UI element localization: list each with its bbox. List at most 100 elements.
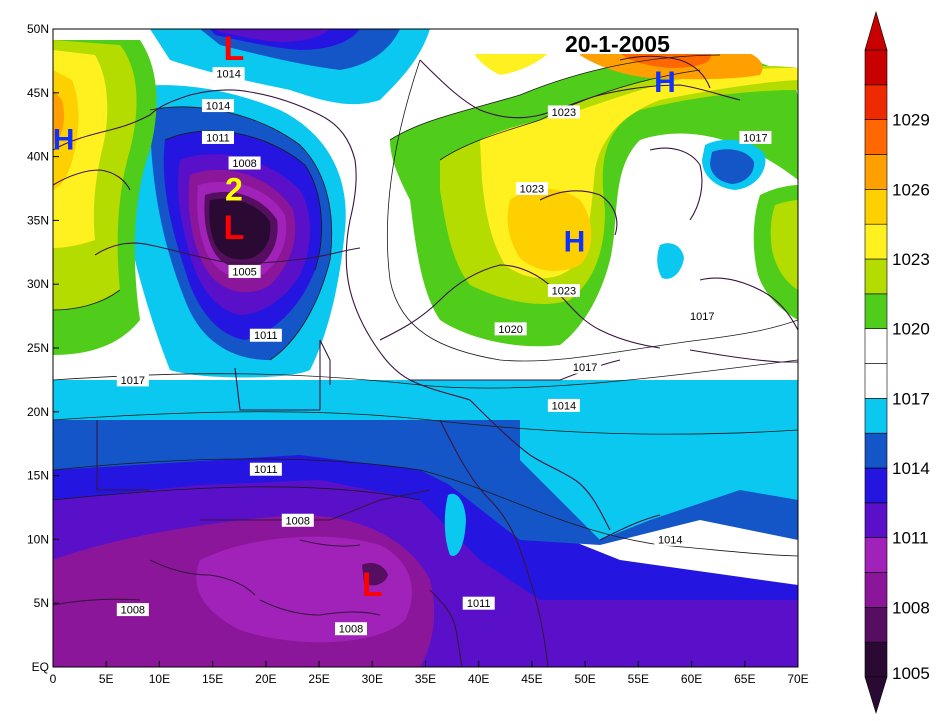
colorbar-segment <box>864 189 888 225</box>
y-tick-label: 40N <box>27 150 49 164</box>
x-axis: 0 5E 10E 15E 20E 25E 30E 35E 40E 45E 50E 55E 60E 65E 7… <box>50 661 809 686</box>
x-tick-label: 60E <box>681 672 702 686</box>
field-nw-high-center <box>53 90 65 145</box>
colorbar-segment <box>864 607 888 643</box>
field-ne-high-core2 <box>507 188 592 271</box>
colorbar-label: 1005 <box>892 664 930 683</box>
contour-label-bg <box>116 603 149 617</box>
x-tick-label: 15E <box>202 672 223 686</box>
colorbar: 1005 1008 1011 1014 1017 1020 1023 1026 1029 <box>864 10 930 715</box>
field-east-high-core <box>770 200 798 290</box>
colorbar-segment <box>864 398 888 434</box>
contour-label: 1023 <box>552 107 576 119</box>
x-tick-label: 20E <box>255 672 276 686</box>
colorbar-segment <box>864 223 888 260</box>
contour-label-bg <box>569 360 602 374</box>
colorbar-label: 1011 <box>892 529 929 548</box>
contour-label: 1008 <box>286 515 310 527</box>
system-number-marker: 2 <box>225 172 243 208</box>
contour-label-bg <box>494 322 527 336</box>
x-tick-label: 10E <box>149 672 170 686</box>
pressure-systems: L L L H H H 2 <box>53 30 676 604</box>
colorbar-label: 1008 <box>892 598 930 617</box>
contour-label-bg <box>201 99 234 113</box>
contour-labels: 1014 1014 1011 1008 1005 1011 1017 1011 1008 1008… <box>116 67 772 636</box>
contour-label: 1011 <box>467 598 491 610</box>
colorbar-segment <box>864 84 888 120</box>
y-tick-label: 30N <box>27 277 49 291</box>
field-small-cyan-3 <box>524 428 538 458</box>
field-low-small <box>362 563 388 586</box>
colorbar-segment <box>864 641 888 678</box>
contour-label-bg <box>228 264 261 278</box>
y-tick-label: 20N <box>27 405 49 419</box>
x-tick-label: 70E <box>787 672 808 686</box>
colorbar-label: 1014 <box>892 459 930 478</box>
low-pressure-marker: L <box>362 566 383 604</box>
contour-label: 1014 <box>216 69 240 81</box>
colorbar-segment <box>864 154 888 190</box>
contour-label: 1011 <box>254 330 278 342</box>
y-tick-label: 25N <box>27 341 49 355</box>
field-east-1014-cyan <box>520 380 798 540</box>
high-pressure-marker: H <box>654 66 676 99</box>
x-tick-label: 65E <box>734 672 755 686</box>
field-med-low-center <box>209 198 271 260</box>
y-tick-label: 50N <box>27 22 49 36</box>
y-tick-label: 10N <box>27 532 49 546</box>
colorbar-segment <box>864 467 888 504</box>
colorbar-segment <box>864 119 888 155</box>
colorbar-segment <box>864 328 888 364</box>
contour-label-bg <box>201 130 234 144</box>
colorbar-top-arrow <box>864 10 888 51</box>
contour-label-bg <box>462 596 495 610</box>
field-low-africa-core <box>196 536 412 643</box>
colorbar-label: 1020 <box>892 320 930 339</box>
y-axis: EQ 5N 10N 15N 20N 25N 30N 35N 40N 45N 50N <box>27 22 59 674</box>
x-tick-label: 55E <box>628 672 649 686</box>
x-tick-label: 25E <box>308 672 329 686</box>
high-pressure-marker: H <box>53 123 75 156</box>
colorbar-label: 1029 <box>892 111 930 130</box>
x-tick-label: 35E <box>415 672 436 686</box>
field-east-low-core <box>710 149 755 184</box>
contour-label: 1011 <box>254 464 278 476</box>
contour-label-bg <box>547 105 580 119</box>
contour-label: 1020 <box>498 324 522 336</box>
contour-label-bg <box>654 532 687 546</box>
colorbar-segment <box>864 432 888 469</box>
low-pressure-marker: L <box>224 209 245 247</box>
contour-label-bg <box>335 622 367 636</box>
contour-label-bg <box>547 284 580 298</box>
contour-label: 1023 <box>520 184 544 196</box>
colorbar-label: 1026 <box>892 180 930 199</box>
contour-label: 1014 <box>552 400 576 412</box>
y-tick-label: 45N <box>27 86 49 100</box>
colorbar-label: 1023 <box>892 250 930 269</box>
y-tick-label: 15N <box>27 469 49 483</box>
y-tick-label: 35N <box>27 213 49 227</box>
colorbar-segment <box>864 49 888 86</box>
contour-label-bg <box>686 309 719 323</box>
contour-label-bg <box>212 67 245 81</box>
coastlines-borders <box>53 55 798 667</box>
x-tick-label: 45E <box>521 672 542 686</box>
contour-label: 1017 <box>573 362 597 374</box>
colorbar-bottom-arrow <box>864 676 888 715</box>
contour-label: 1023 <box>552 286 576 298</box>
contour-label: 1008 <box>339 624 363 636</box>
contour-label-bg <box>249 462 282 476</box>
y-tick-label: 5N <box>34 596 49 610</box>
colorbar-segment <box>864 572 888 608</box>
contour-label: 1017 <box>121 375 145 387</box>
field-north-low-1005 <box>215 29 330 42</box>
title-box: 20-1-2005 <box>455 31 795 57</box>
field-small-cyan-2 <box>444 493 466 556</box>
field-small-cyan-1 <box>657 243 684 279</box>
map-title: 20-1-2005 <box>565 31 670 57</box>
x-tick-label: 40E <box>468 672 489 686</box>
contour-label-bg <box>739 130 772 144</box>
contour-label: 1017 <box>690 311 714 323</box>
colorbar-segment <box>864 537 888 573</box>
